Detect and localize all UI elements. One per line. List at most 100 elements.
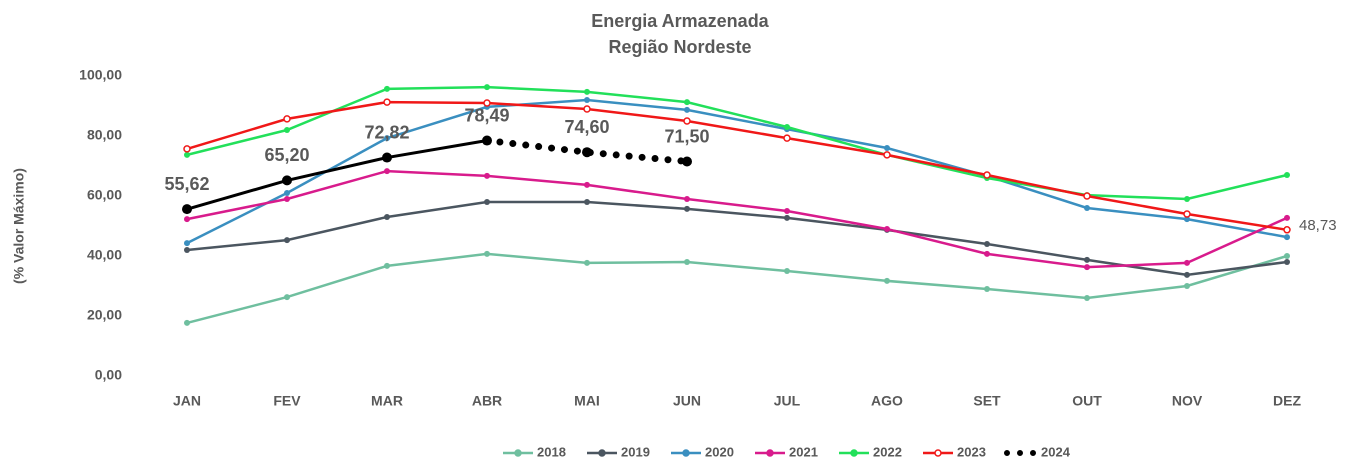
marker [984,241,990,247]
marker [684,205,690,212]
marker [382,152,392,163]
marker [1183,210,1191,218]
y-tick-label: 60,00 [87,187,122,203]
marker [584,181,590,188]
marker [384,262,390,269]
marker [184,216,190,223]
marker [684,106,690,113]
marker [883,151,891,159]
marker [483,99,491,107]
marker [683,117,691,125]
marker [1084,295,1090,301]
chart-title: Energia Armazenada [591,11,769,31]
legend-marker [850,449,858,457]
marker [1184,283,1190,289]
x-tick-label: JAN [173,393,201,409]
marker [282,175,292,186]
marker [484,172,490,179]
x-tick-label: SET [973,393,1001,409]
marker [1284,214,1290,221]
marker [482,135,492,146]
x-tick-label: AGO [871,393,903,409]
marker [1084,264,1090,271]
marker [684,196,690,202]
y-tick-label: 20,00 [87,307,122,323]
marker [1283,226,1291,234]
legend-label: 2023 [957,444,986,459]
marker [784,208,790,214]
y-tick-label: 40,00 [87,247,122,263]
x-tick-label: MAR [371,393,403,409]
marker [284,196,290,202]
legend-marker [514,449,522,457]
data-label: 65,20 [264,145,309,165]
marker [884,145,890,151]
marker [384,214,390,220]
marker [784,124,790,130]
x-tick-label: FEV [273,393,301,409]
marker [1284,253,1290,259]
marker [284,127,290,133]
data-label: 48,73 [1299,217,1337,234]
marker [283,115,291,123]
marker [184,240,190,247]
marker [184,319,190,326]
marker [583,105,591,113]
x-tick-label: OUT [1072,393,1102,409]
marker [884,277,890,284]
series-line [186,252,1288,325]
marker [384,135,390,142]
marker [383,98,391,106]
marker [984,286,990,292]
data-label: 72,82 [364,122,409,142]
legend-marker [934,449,942,457]
series-line [186,139,488,211]
data-label: 74,60 [564,117,609,137]
legend-marker [766,449,774,457]
marker [284,190,290,196]
marker [184,151,190,158]
marker [484,250,490,257]
marker [783,134,791,142]
series-line [186,98,1288,245]
legend-label: 2018 [537,444,566,459]
legend-label: 2022 [873,444,902,459]
series-line [186,200,1288,277]
y-tick-label: 100,00 [79,67,122,83]
series-line [186,85,1288,201]
marker [584,97,590,103]
marker [682,156,692,167]
marker [184,247,190,253]
series-line [186,169,1288,269]
x-tick-label: DEZ [1273,393,1301,409]
chart-subtitle: Região Nordeste [608,37,751,57]
legend-label: 2021 [789,444,818,459]
marker [984,250,990,257]
marker [1284,234,1290,241]
marker [1084,256,1090,263]
marker [884,226,890,232]
marker [384,85,390,92]
marker [784,268,790,274]
marker [584,88,590,95]
marker [582,147,592,158]
marker [1284,259,1290,265]
x-tick-label: ABR [472,393,502,409]
legend-label: 2019 [621,444,650,459]
x-tick-label: JUL [774,393,801,409]
marker [684,259,690,265]
x-tick-label: JUN [673,393,701,409]
legend-marker [598,449,606,457]
marker [484,84,490,91]
x-tick-label: NOV [1172,393,1203,409]
marker [284,237,290,244]
marker [384,168,390,175]
marker [1184,271,1190,278]
marker [1083,192,1091,200]
marker [1184,196,1190,202]
marker [983,171,991,179]
series-line [186,100,1288,232]
marker [1084,205,1090,211]
legend-label: 2020 [705,444,734,459]
marker [484,199,490,205]
